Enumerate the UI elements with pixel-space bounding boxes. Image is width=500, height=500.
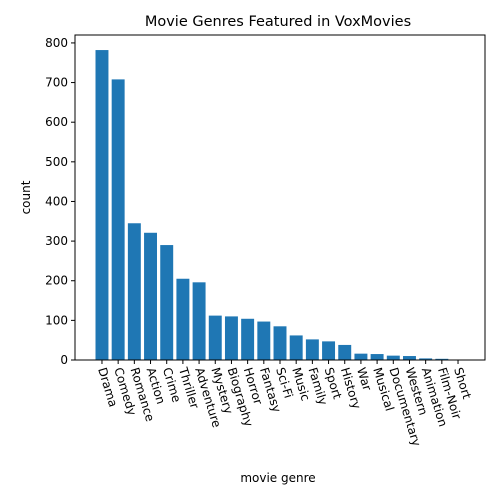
bar-documentary xyxy=(386,355,400,360)
bars-group xyxy=(95,50,465,361)
bar-drama xyxy=(95,50,109,361)
y-tick-label: 0 xyxy=(60,353,68,367)
bar-music xyxy=(289,335,303,360)
y-axis: 0 100 200 300 400 500 600 700 800 xyxy=(45,36,75,367)
bar-mystery xyxy=(208,315,222,360)
bar-adventure xyxy=(192,282,206,360)
bar-thriller xyxy=(176,278,190,360)
bar-film-noir xyxy=(435,358,449,360)
y-axis-label: count xyxy=(19,180,33,214)
bar-crime xyxy=(160,245,174,360)
y-tick-label: 500 xyxy=(45,155,68,169)
y-tick-label: 800 xyxy=(45,36,68,50)
bar-horror xyxy=(241,318,255,360)
bar-comedy xyxy=(111,79,125,360)
x-tick-label: War xyxy=(354,366,374,393)
y-tick-label: 300 xyxy=(45,234,68,248)
bar-romance xyxy=(127,223,141,360)
bar-musical xyxy=(370,354,384,360)
chart-title: Movie Genres Featured in VoxMovies xyxy=(145,14,411,30)
y-tick-label: 400 xyxy=(45,194,68,208)
bar-war xyxy=(354,353,368,360)
bar-western xyxy=(403,356,416,360)
y-tick-label: 200 xyxy=(45,274,68,288)
bar-animation xyxy=(419,358,433,360)
bar-sport xyxy=(322,341,336,360)
y-tick-label: 600 xyxy=(45,115,68,129)
y-tick-label: 100 xyxy=(45,313,68,327)
bar-history xyxy=(338,344,352,360)
y-tick-label: 700 xyxy=(45,76,68,90)
bar-fantasy xyxy=(257,321,271,360)
bar-action xyxy=(144,232,157,360)
plot-frame xyxy=(74,34,486,361)
bar-family xyxy=(305,339,319,360)
bar-sci-fi xyxy=(273,326,287,360)
x-axis-label: movie genre xyxy=(240,471,315,485)
bar-biography xyxy=(224,316,238,360)
